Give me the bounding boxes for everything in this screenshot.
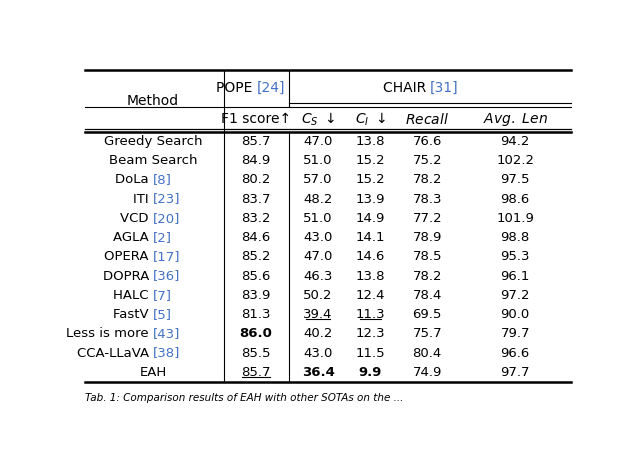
Text: 36.4: 36.4 <box>301 366 335 379</box>
Text: 98.6: 98.6 <box>500 193 530 206</box>
Text: 81.3: 81.3 <box>241 308 271 321</box>
Text: 14.1: 14.1 <box>355 231 385 244</box>
Text: 9.9: 9.9 <box>358 366 382 379</box>
Text: 98.8: 98.8 <box>500 231 530 244</box>
Text: 78.4: 78.4 <box>413 289 442 302</box>
Text: 85.5: 85.5 <box>241 347 271 360</box>
Text: Greedy Search: Greedy Search <box>104 135 202 148</box>
Text: ITI: ITI <box>133 193 153 206</box>
Text: OPERA: OPERA <box>104 250 153 263</box>
Text: [23]: [23] <box>153 193 180 206</box>
Text: 12.3: 12.3 <box>355 327 385 340</box>
Text: VCD: VCD <box>120 212 153 225</box>
Text: 85.2: 85.2 <box>241 250 271 263</box>
Text: 78.9: 78.9 <box>413 231 442 244</box>
Text: 80.2: 80.2 <box>241 173 271 186</box>
Text: 78.2: 78.2 <box>412 270 442 283</box>
Text: 50.2: 50.2 <box>303 289 333 302</box>
Text: 97.5: 97.5 <box>500 173 530 186</box>
Text: 15.2: 15.2 <box>355 173 385 186</box>
Text: 95.3: 95.3 <box>500 250 530 263</box>
Text: CCA-LLaVA: CCA-LLaVA <box>77 347 153 360</box>
Text: DOPRA: DOPRA <box>102 270 153 283</box>
Text: 51.0: 51.0 <box>303 154 333 167</box>
Text: 78.2: 78.2 <box>412 173 442 186</box>
Text: HALC: HALC <box>113 289 153 302</box>
Text: $C_I\ \downarrow$: $C_I\ \downarrow$ <box>355 111 386 128</box>
Text: 86.0: 86.0 <box>239 327 273 340</box>
Text: AGLA: AGLA <box>113 231 153 244</box>
Text: 75.2: 75.2 <box>412 154 442 167</box>
Text: 51.0: 51.0 <box>303 212 333 225</box>
Text: Less is more: Less is more <box>67 327 153 340</box>
Text: [7]: [7] <box>153 289 172 302</box>
Text: 101.9: 101.9 <box>496 212 534 225</box>
Text: 46.3: 46.3 <box>303 270 333 283</box>
Text: [8]: [8] <box>153 173 172 186</box>
Text: EAH: EAH <box>140 366 167 379</box>
Text: 13.8: 13.8 <box>355 270 385 283</box>
Text: 43.0: 43.0 <box>303 347 333 360</box>
Text: 96.1: 96.1 <box>500 270 530 283</box>
Text: [5]: [5] <box>153 308 172 321</box>
Text: 78.3: 78.3 <box>412 193 442 206</box>
Text: 94.2: 94.2 <box>500 135 530 148</box>
Text: 74.9: 74.9 <box>413 366 442 379</box>
Text: [31]: [31] <box>430 81 459 95</box>
Text: [20]: [20] <box>153 212 180 225</box>
Text: 11.5: 11.5 <box>355 347 385 360</box>
Text: $\mathit{Recall}$: $\mathit{Recall}$ <box>405 112 449 127</box>
Text: 77.2: 77.2 <box>412 212 442 225</box>
Text: 83.7: 83.7 <box>241 193 271 206</box>
Text: 85.7: 85.7 <box>241 366 271 379</box>
Text: 97.2: 97.2 <box>500 289 530 302</box>
Text: 15.2: 15.2 <box>355 154 385 167</box>
Text: 13.9: 13.9 <box>355 193 385 206</box>
Text: 90.0: 90.0 <box>500 308 530 321</box>
Text: Tab. 1: Comparison results of EAH with other SOTAs on the ...: Tab. 1: Comparison results of EAH with o… <box>85 393 403 402</box>
Text: 39.4: 39.4 <box>303 308 333 321</box>
Text: DoLa: DoLa <box>115 173 153 186</box>
Text: [2]: [2] <box>153 231 172 244</box>
Text: 47.0: 47.0 <box>303 250 333 263</box>
Text: 11.3: 11.3 <box>355 308 385 321</box>
Text: 78.5: 78.5 <box>412 250 442 263</box>
Text: $C_S\ \downarrow$: $C_S\ \downarrow$ <box>301 111 335 128</box>
Text: Beam Search: Beam Search <box>109 154 197 167</box>
Text: 102.2: 102.2 <box>496 154 534 167</box>
Text: 48.2: 48.2 <box>303 193 333 206</box>
Text: [36]: [36] <box>153 270 180 283</box>
Text: 96.6: 96.6 <box>500 347 530 360</box>
Text: 85.7: 85.7 <box>241 135 271 148</box>
Text: [43]: [43] <box>153 327 180 340</box>
Text: POPE: POPE <box>216 81 257 95</box>
Text: 84.9: 84.9 <box>241 154 271 167</box>
Text: 97.7: 97.7 <box>500 366 530 379</box>
Text: 76.6: 76.6 <box>413 135 442 148</box>
Text: 43.0: 43.0 <box>303 231 333 244</box>
Text: 57.0: 57.0 <box>303 173 333 186</box>
Text: 14.9: 14.9 <box>355 212 385 225</box>
Text: 80.4: 80.4 <box>413 347 442 360</box>
Text: [17]: [17] <box>153 250 180 263</box>
Text: [24]: [24] <box>257 81 285 95</box>
Text: 12.4: 12.4 <box>355 289 385 302</box>
Text: 47.0: 47.0 <box>303 135 333 148</box>
Text: 40.2: 40.2 <box>303 327 333 340</box>
Text: 75.7: 75.7 <box>412 327 442 340</box>
Text: 13.8: 13.8 <box>355 135 385 148</box>
Text: 69.5: 69.5 <box>413 308 442 321</box>
Text: 79.7: 79.7 <box>500 327 530 340</box>
Text: F1 score↑: F1 score↑ <box>221 112 291 126</box>
Text: 83.9: 83.9 <box>241 289 271 302</box>
Text: 14.6: 14.6 <box>355 250 385 263</box>
Text: 84.6: 84.6 <box>241 231 271 244</box>
Text: [38]: [38] <box>153 347 180 360</box>
Text: $\mathit{Avg.\ Len}$: $\mathit{Avg.\ Len}$ <box>483 111 548 128</box>
Text: CHAIR: CHAIR <box>383 81 430 95</box>
Text: 85.6: 85.6 <box>241 270 271 283</box>
Text: 83.2: 83.2 <box>241 212 271 225</box>
Text: FastV: FastV <box>113 308 153 321</box>
Text: Method: Method <box>127 94 179 107</box>
